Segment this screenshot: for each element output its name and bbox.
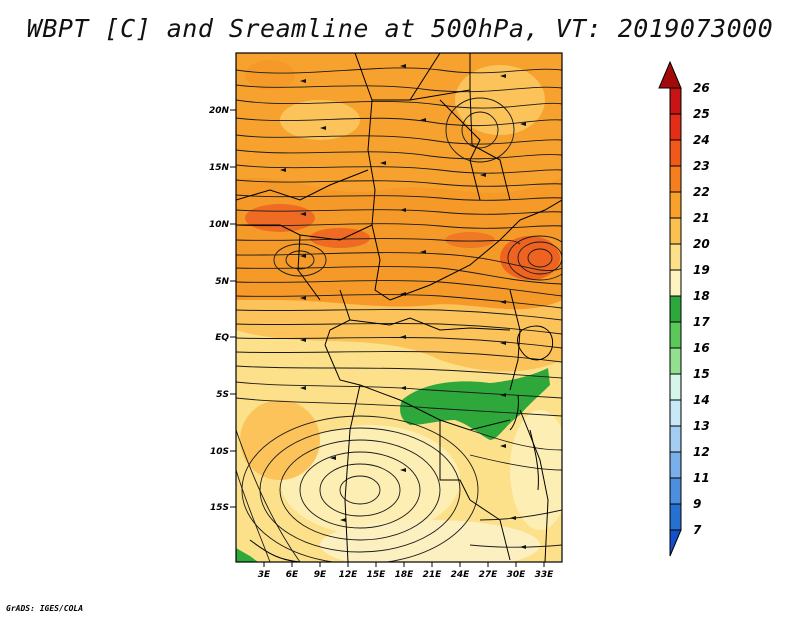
lat-label: 20N <box>209 106 230 116</box>
colorbar-label: 17 <box>693 315 710 329</box>
colorbar-label: 18 <box>693 289 710 303</box>
warm-patch-nw <box>245 60 295 90</box>
lon-label: 3E <box>258 570 271 580</box>
colorbar-segment <box>669 217 682 245</box>
colorbar-segment <box>669 295 682 323</box>
hot-spot-east <box>500 236 560 280</box>
lon-label: 21E <box>423 570 443 580</box>
colorbar-label: 15 <box>693 367 710 381</box>
colorbar-segment <box>669 87 682 115</box>
colorbar-segment <box>669 399 682 427</box>
pale-patch-se <box>510 410 562 530</box>
colorbar-segment <box>669 165 682 193</box>
streamlines <box>236 67 562 562</box>
colorbar-segment <box>669 191 682 219</box>
colorbar-segment <box>669 347 682 375</box>
cool-patch-ne <box>455 65 545 135</box>
warm-band-2 <box>236 175 562 310</box>
colorbar-label: 12 <box>693 445 710 459</box>
lon-label: 24E <box>451 570 471 580</box>
colorbar-label: 21 <box>693 211 710 225</box>
lon-label: 9E <box>314 570 327 580</box>
moist-patch-sw <box>236 548 258 562</box>
colorbar-segment <box>669 269 682 297</box>
hot-spot-east-2 <box>445 232 495 248</box>
colorbar-label: 16 <box>693 341 710 355</box>
lat-label: 5S <box>216 390 229 400</box>
lon-label: 33E <box>535 570 555 580</box>
map-title: WBPT [C] and Sreamline at 500hPa, VT: 20… <box>26 14 774 43</box>
colorbar-label: 20 <box>693 237 710 251</box>
colorbar-segment <box>669 477 682 505</box>
colorbar-segment <box>669 243 682 271</box>
lat-label: 5N <box>215 277 229 287</box>
colorbar-top-arrow <box>658 60 682 89</box>
lat-label: 10N <box>209 220 230 230</box>
lat-ticks <box>230 109 236 508</box>
colorbar-label: 23 <box>693 159 710 173</box>
lon-label: 6E <box>286 570 299 580</box>
colorbar-segment <box>669 425 682 453</box>
lat-label: EQ <box>215 333 229 343</box>
pale-patch-south <box>280 425 460 535</box>
country-borders <box>236 53 562 562</box>
colorbar-segment <box>669 113 682 141</box>
colorbar-label: 19 <box>693 263 710 277</box>
colorbar-label: 9 <box>693 497 701 511</box>
lon-label: 18E <box>395 570 415 580</box>
warm-patch-sw <box>240 400 320 480</box>
stream-arrows <box>280 64 526 549</box>
lon-label: 30E <box>507 570 527 580</box>
lon-label: 15E <box>367 570 387 580</box>
colorbar-label: 14 <box>693 393 710 407</box>
lake-outlines <box>509 325 554 491</box>
colorbar-label: 24 <box>693 133 710 147</box>
colorbar-bottom-arrow <box>669 529 682 557</box>
colorbar-segment <box>669 321 682 349</box>
lat-label: 10S <box>210 447 229 457</box>
lon-ticks <box>263 562 545 567</box>
colorbar-segment <box>669 503 682 531</box>
colorbar-label: 26 <box>693 81 710 95</box>
map-frame <box>235 52 563 563</box>
colorbar-label: 13 <box>693 419 710 433</box>
lon-label: 12E <box>339 570 359 580</box>
hot-spot-central <box>310 228 370 248</box>
map-plot <box>236 53 562 562</box>
colorbar-label: 11 <box>693 471 710 485</box>
lon-label: 27E <box>479 570 499 580</box>
colorbar-label: 22 <box>693 185 710 199</box>
lat-label: 15S <box>210 503 229 513</box>
colorbar-segment <box>669 373 682 401</box>
lat-label: 15N <box>209 163 230 173</box>
moist-patch <box>400 368 550 440</box>
grads-credit: GrADS: IGES/COLA <box>6 604 84 613</box>
hot-spot-west <box>245 204 315 232</box>
colorbar-segment <box>669 451 682 479</box>
colorbar-segment <box>669 139 682 167</box>
colorbar <box>658 60 682 557</box>
colorbar-label: 7 <box>693 523 702 537</box>
colorbar-label: 25 <box>693 107 710 121</box>
